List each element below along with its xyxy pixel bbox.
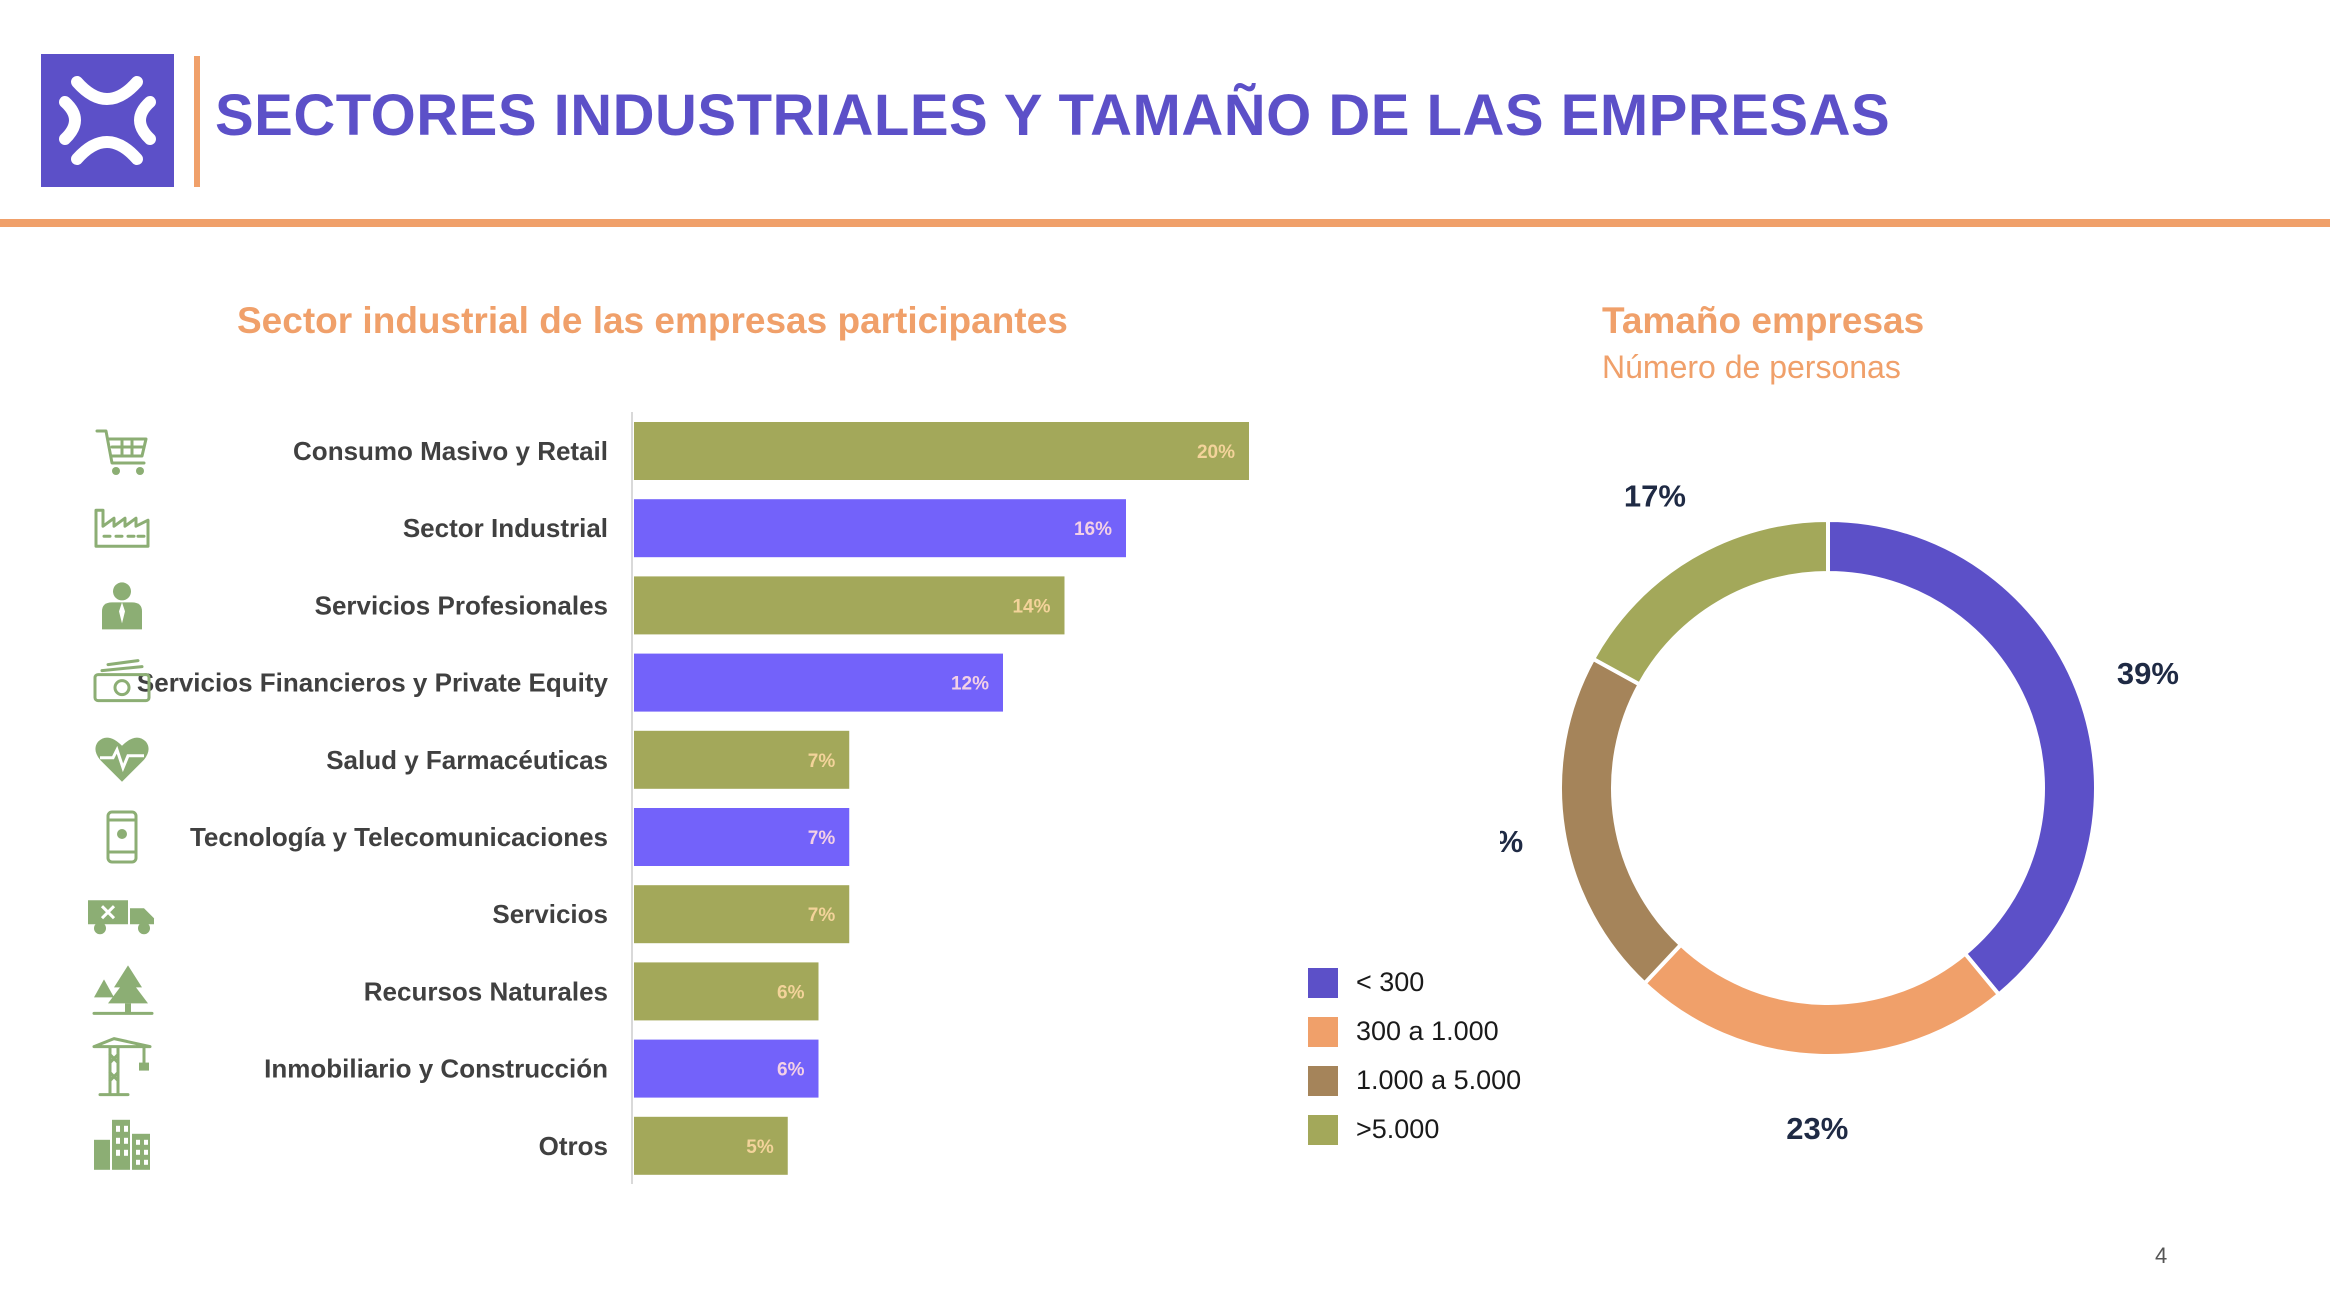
donut-chart: 39% 23% 21% 17% — [1500, 478, 2179, 1146]
bar-category-label: Recursos Naturales — [364, 976, 608, 1006]
bar-2 — [634, 499, 1126, 558]
bar-category-label: Consumo Masivo y Retail — [293, 436, 608, 466]
donut-slice-4 — [1590, 517, 1830, 688]
bar-7 — [634, 885, 850, 944]
legend-swatch — [1308, 1016, 1338, 1047]
bar-category-label: Tecnología y Telecomunicaciones — [190, 822, 608, 852]
bar-category-label: Servicios Financieros y Private Equity — [137, 668, 609, 698]
legend-item: 1.000 a 5.000 — [1308, 1056, 1521, 1105]
donut-value-label: 21% — [1500, 824, 1523, 859]
legend-item: < 300 — [1308, 958, 1521, 1007]
legend-item: 300 a 1.000 — [1308, 1007, 1521, 1056]
donut-value-label: 17% — [1624, 478, 1686, 513]
bar-category-label: Sector Industrial — [403, 513, 608, 543]
bar-value-label: 20% — [1197, 442, 1235, 463]
legend-label: 300 a 1.000 — [1356, 1016, 1499, 1046]
buildings-icon — [94, 1119, 150, 1170]
bar-8 — [634, 962, 819, 1021]
donut-slice-2 — [1641, 941, 2002, 1058]
mobile-icon — [106, 810, 138, 864]
donut-slice-1 — [1826, 517, 2098, 998]
legend-label: >5.000 — [1356, 1114, 1440, 1144]
bar-10 — [634, 1116, 788, 1175]
bar-category-label: Salud y Farmacéuticas — [326, 745, 608, 775]
page-title: SECTORES INDUSTRIALES Y TAMAÑO DE LAS EM… — [215, 83, 1891, 148]
bar-value-label: 14% — [1012, 596, 1050, 617]
bar-4 — [634, 653, 1003, 712]
legend-swatch — [1308, 1114, 1338, 1145]
bar-9 — [634, 1039, 819, 1098]
bar-1 — [634, 422, 1249, 480]
legend-label: < 300 — [1356, 967, 1425, 997]
truck-icon — [88, 900, 154, 935]
cart-icon — [95, 429, 148, 475]
bar-value-label: 6% — [777, 1060, 805, 1081]
bar-value-label: 6% — [777, 982, 805, 1003]
header-divider — [0, 219, 2330, 227]
donut-value-label: 23% — [1786, 1111, 1848, 1146]
bar-5 — [634, 730, 850, 789]
title-accent-bar — [194, 56, 200, 187]
bar-value-label: 12% — [951, 674, 989, 695]
bar-3 — [634, 576, 1065, 635]
legend-item: >5.000 — [1308, 1105, 1521, 1154]
legend-swatch — [1308, 967, 1338, 998]
donut-value-label: 39% — [2117, 656, 2179, 691]
bar-category-label: Otros — [539, 1131, 608, 1161]
donut-slice-3 — [1558, 656, 1684, 987]
heart-pulse-icon — [95, 737, 149, 782]
page-number: 4 — [2155, 1243, 2168, 1268]
donut-chart-subtitle: Número de personas — [1602, 349, 1901, 385]
bar-category-label: Servicios — [492, 899, 608, 929]
donut-chart-title: Tamaño empresas — [1602, 300, 1925, 341]
bar-value-label: 7% — [808, 905, 836, 926]
factory-icon — [94, 508, 150, 548]
bar-chart-title: Sector industrial de las empresas partic… — [237, 300, 1068, 341]
legend-label: 1.000 a 5.000 — [1356, 1065, 1522, 1095]
bar-category-label: Servicios Profesionales — [315, 590, 608, 620]
trees-icon — [92, 965, 154, 1015]
bar-value-label: 7% — [808, 828, 836, 849]
bar-value-label: 7% — [808, 751, 836, 772]
brand-logo-icon — [41, 54, 174, 187]
bar-6 — [634, 808, 850, 866]
bar-value-label: 5% — [746, 1137, 774, 1158]
bar-category-label: Inmobiliario y Construcción — [264, 1054, 608, 1084]
bar-value-label: 16% — [1074, 519, 1112, 540]
donut-legend: < 300 300 a 1.000 1.000 a 5.000 >5.000 — [1308, 958, 1521, 1154]
bar-chart: 20% Consumo Masivo y Retail 16% Sector Indu… — [88, 412, 1249, 1184]
legend-swatch — [1308, 1065, 1338, 1096]
professional-icon — [102, 582, 142, 630]
crane-icon — [92, 1037, 152, 1097]
money-icon — [93, 659, 151, 703]
